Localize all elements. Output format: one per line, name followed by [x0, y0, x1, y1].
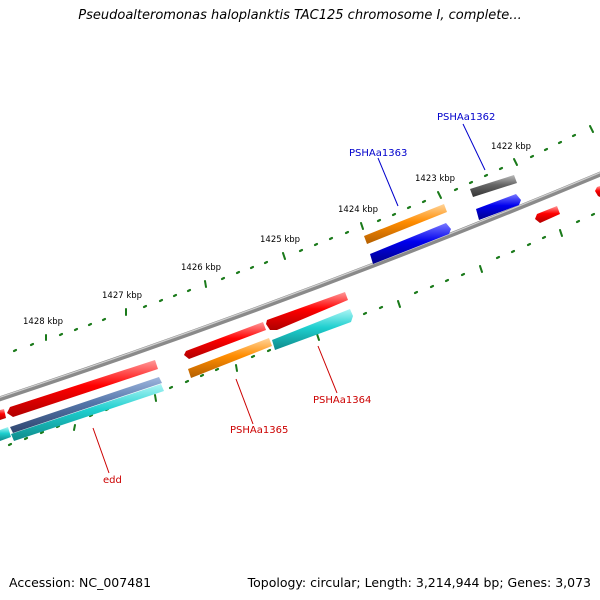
gene-psha1364-red-feature[interactable]	[266, 292, 348, 330]
leader-psha1363	[377, 157, 399, 207]
scale-label-1423: 1423 kbp	[415, 174, 455, 184]
scale-label-1426: 1426 kbp	[181, 263, 221, 273]
gene-red-small[interactable]	[535, 206, 560, 223]
leader-psha1364	[317, 345, 338, 394]
scale-label-1422: 1422 kbp	[491, 142, 531, 152]
scale-label-1428: 1428 kbp	[23, 317, 63, 327]
gene-psha1363-feature[interactable]	[364, 204, 447, 244]
gene-label-psha1363[interactable]: PSHAa1363	[349, 148, 407, 159]
gene-label-edd[interactable]: edd	[103, 475, 122, 486]
gene-psha1362-feature[interactable]	[470, 175, 517, 197]
outer-scale-ticks	[12, 125, 594, 353]
genome-summary-text: Topology: circular; Length: 3,214,944 bp…	[247, 575, 591, 590]
gene-edge-red-left[interactable]	[0, 409, 6, 420]
gene-edge-red-right[interactable]	[595, 186, 600, 197]
gene-psha1365-orange-feature[interactable]	[188, 338, 272, 378]
scale-label-1427: 1427 kbp	[102, 291, 142, 301]
accession-text: Accession: NC_007481	[9, 575, 152, 590]
scale-label-1424: 1424 kbp	[338, 205, 378, 215]
gene-psha1362-blue-feature[interactable]	[476, 194, 521, 220]
gene-psha1365-red-feature[interactable]	[184, 322, 266, 359]
gene-label-psha1362[interactable]: PSHAa1362	[437, 112, 495, 123]
chromosome-backbone	[0, 171, 600, 402]
gene-edd-red-feature[interactable]	[7, 360, 158, 417]
map-title: Pseudoalteromonas haloplanktis TAC125 ch…	[78, 8, 522, 23]
gene-label-psha1364[interactable]: PSHAa1364	[313, 395, 371, 406]
gene-edge-cyan-left[interactable]	[0, 427, 11, 441]
scale-label-1425: 1425 kbp	[260, 235, 300, 245]
gene-edd-steel-feature[interactable]	[10, 377, 162, 433]
gene-psha1364-cyan-feature[interactable]	[272, 309, 353, 350]
leader-psha1362	[462, 123, 486, 171]
gene-edd-cyan-feature[interactable]	[11, 384, 164, 441]
gene-psha1363-blue-feature[interactable]	[370, 223, 451, 264]
leader-psha1365	[235, 378, 254, 425]
leader-edd	[92, 427, 110, 474]
gene-label-psha1365[interactable]: PSHAa1365	[230, 425, 288, 436]
